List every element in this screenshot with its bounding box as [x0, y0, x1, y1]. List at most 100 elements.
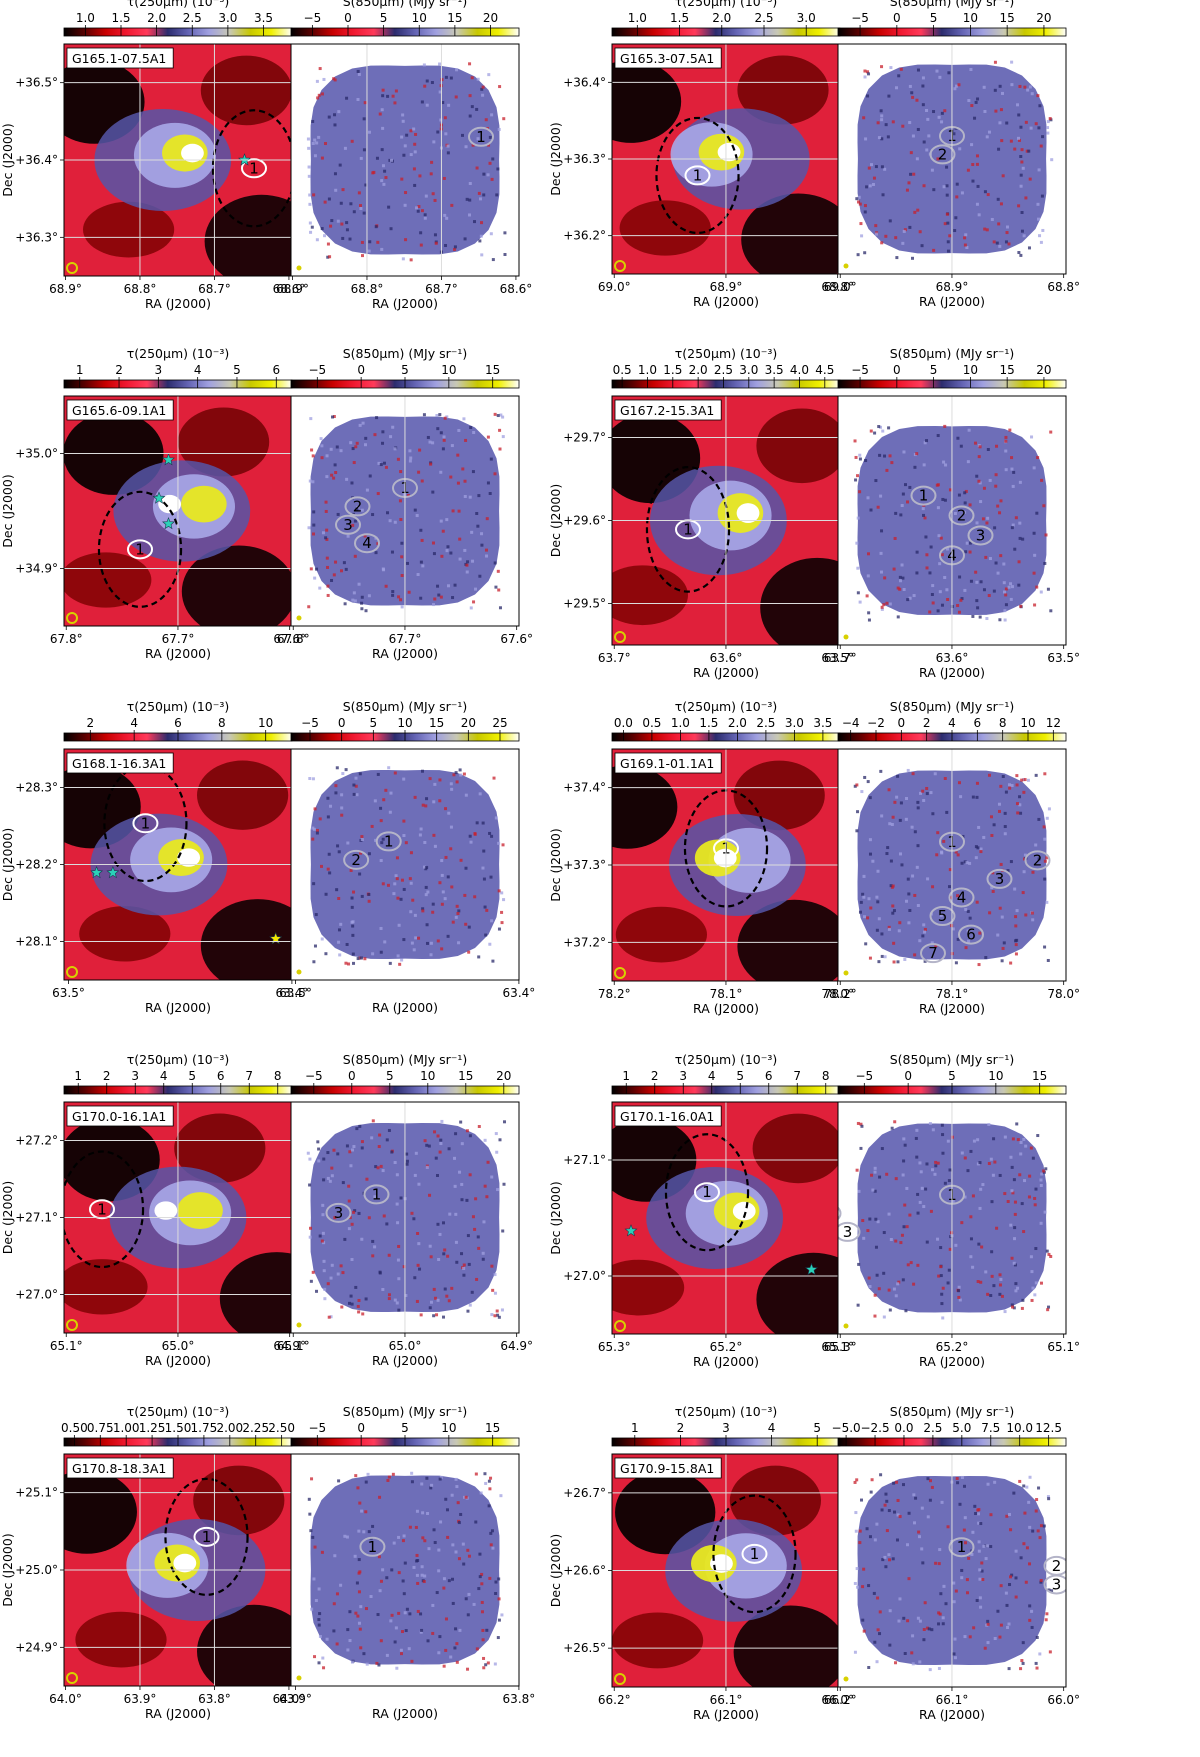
field-label: G165.3-07.5A1: [620, 51, 714, 66]
axes-frame: [290, 748, 520, 981]
ellipse-aperture: [712, 1494, 797, 1614]
clump-contour: [375, 831, 402, 852]
colorbar-tick-label: 10: [441, 363, 456, 377]
field-label-box: [614, 1105, 722, 1127]
clump-contour: [132, 813, 159, 834]
x-tick-label: 68.6°: [273, 282, 306, 296]
colorbar-title: τ(250µm) (10⁻³): [675, 699, 778, 714]
colorbar-tick-label: 1.0: [671, 716, 690, 730]
beam-icon: [296, 1322, 302, 1328]
y-tick-label: +28.1°: [15, 935, 58, 949]
ellipse-aperture: [211, 109, 292, 228]
x-tick-label: 67.7°: [389, 632, 422, 646]
y-axis-title: Dec (J2000): [0, 474, 15, 547]
colorbar-tick-label: −2: [867, 716, 885, 730]
clump-label: 1: [750, 1545, 760, 1563]
tau-panel-G165.3-07.5A1: 1.0 1.5 2.0 2.5 3.0 τ(250µm) (10⁻³) 1 69.0° 68.9…: [548, 0, 854, 309]
field-label-box: [614, 47, 722, 69]
colorbar-tick-label: 1.5: [699, 716, 718, 730]
colorbar: [611, 1085, 841, 1095]
colorbar-tick-label: 4: [948, 716, 956, 730]
colorbar-title: S(850µm) (MJy sr⁻¹): [890, 346, 1015, 361]
colorbar-tick-label: 8: [999, 716, 1007, 730]
y-tick-label: +29.5°: [563, 597, 606, 611]
colorbar: [611, 732, 841, 742]
clump-contour: [1024, 850, 1051, 871]
flux-map: 12: [291, 749, 519, 980]
colorbar-title: S(850µm) (MJy sr⁻¹): [343, 1404, 468, 1419]
field-label: G170.0-16.1A1: [72, 1109, 166, 1124]
yso-star-icon: [162, 516, 175, 530]
colorbar-tick-label: 7.5: [981, 1421, 1000, 1435]
colorbar-tick-label: 5: [930, 11, 938, 25]
ellipse-aperture: [97, 490, 183, 608]
colorbar-tick-label: 0: [893, 11, 901, 25]
y-tick-label: +36.3°: [15, 230, 58, 244]
s850-panel-G170.0-16.1A1: −5 0 5 10 15 20 S(850µm) (MJy sr⁻¹) 1 3 65.1° 65.0…: [277, 1052, 533, 1368]
colorbar-tick-label: 1.0: [628, 11, 647, 25]
colorbar-tick-label: 2.0: [728, 716, 747, 730]
optical-depth-map: 1: [64, 44, 292, 276]
beam-icon: [296, 615, 302, 621]
colorbar-tick-label: 0: [338, 716, 346, 730]
x-tick-label: 66.1°: [710, 1693, 743, 1707]
y-axis-title: Dec (J2000): [548, 1534, 563, 1607]
field-label-box: [614, 752, 722, 774]
colorbar-tick-label: 4: [768, 1421, 776, 1435]
colorbar-tick-label: 7: [245, 1069, 253, 1083]
x-tick-label: 68.9°: [936, 280, 969, 294]
clump-label: 1: [141, 814, 151, 832]
colorbar-tick-label: 0.5: [642, 716, 661, 730]
y-axis-title: Dec (J2000): [548, 828, 563, 901]
colorbar-tick-label: 5: [370, 716, 378, 730]
ellipse-aperture: [645, 466, 731, 593]
colorbar-tick-label: 3: [722, 1421, 730, 1435]
clump-label: 1: [249, 159, 259, 177]
y-tick-label: +25.0°: [15, 1563, 58, 1577]
x-tick-label: 67.8°: [50, 632, 83, 646]
flux-map: 1 23: [838, 1454, 1066, 1687]
tau-panel-G170.0-16.1A1: 1 2 3 4 5 6 7 8 τ(250µm) (10⁻³) 1 65.1° 65.0° 64.9° R…: [0, 1052, 306, 1368]
clump-contour: [948, 1537, 975, 1558]
clump-label: 1: [957, 1538, 967, 1556]
colorbar-tick-label: 3.0: [797, 11, 816, 25]
clump-contour: [363, 1184, 390, 1205]
colorbar-tick-label: 2.00: [216, 1421, 243, 1435]
x-tick-label: 66.0°: [1047, 1693, 1080, 1707]
clump-label: 3: [843, 1223, 853, 1241]
field-label-box: [66, 399, 174, 421]
x-tick-label: 63.8°: [198, 1692, 231, 1706]
x-tick-label: 65.1°: [277, 1339, 310, 1353]
x-tick-label: 68.8°: [351, 282, 384, 296]
x-tick-label: 64.0°: [49, 1692, 82, 1706]
clump-contour: [581, 1286, 605, 1304]
colorbar-tick-label: −5: [855, 1069, 873, 1083]
clump-label: 2: [588, 1286, 598, 1304]
x-axis-title: RA (J2000): [145, 646, 211, 661]
colorbar-tick-label: 6: [974, 716, 982, 730]
colorbar-tick-label: 0: [893, 363, 901, 377]
x-tick-label: 65.1°: [1047, 1340, 1080, 1354]
clump-contour: [967, 525, 994, 546]
colorbar-tick-label: 15: [447, 11, 462, 25]
x-axis-title: RA (J2000): [372, 646, 438, 661]
clump-contour: [335, 514, 361, 535]
beam-icon: [614, 967, 626, 979]
y-axis-title: Dec (J2000): [0, 123, 15, 196]
clump-contour: [89, 1199, 115, 1220]
colorbar-title: S(850µm) (MJy sr⁻¹): [890, 0, 1015, 9]
colorbar-tick-label: 0: [344, 11, 352, 25]
colorbar-tick-label: 2: [923, 716, 931, 730]
colorbar-tick-label: 1.0: [638, 363, 657, 377]
colorbar-tick-label: 3: [131, 1069, 139, 1083]
beam-icon: [843, 1323, 849, 1329]
clump-label: 3: [334, 1204, 344, 1222]
y-tick-label: +27.1°: [563, 1153, 606, 1167]
beam-icon: [66, 1319, 78, 1331]
ellipse-aperture: [655, 116, 740, 235]
colorbar-tick-label: −5: [851, 363, 869, 377]
colorbar-tick-label: 2.0: [689, 363, 708, 377]
tau-panel-G170.1-16.0A1: 1 2 3 4 5 6 7 8 τ(250µm) (10⁻³) 1 2 65.3° 65.2° 65.1°…: [548, 1052, 854, 1369]
clump-label: 1: [919, 487, 929, 505]
